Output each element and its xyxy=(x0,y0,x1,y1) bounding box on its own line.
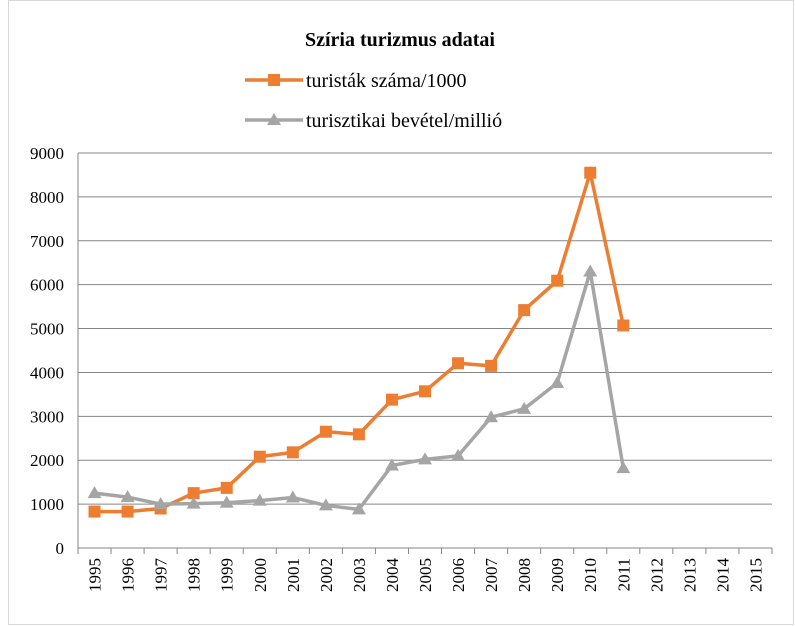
marker xyxy=(351,502,366,515)
x-tick-label: 2015 xyxy=(746,558,765,592)
marker xyxy=(318,498,333,511)
x-tick-label: 2003 xyxy=(350,558,369,592)
x-tick-label: 2002 xyxy=(317,558,336,592)
x-tick-label: 2007 xyxy=(482,558,501,593)
marker xyxy=(352,428,365,441)
marker xyxy=(551,274,564,287)
y-tick-label: 5000 xyxy=(30,320,64,339)
marker xyxy=(419,385,431,398)
x-tick-label: 1998 xyxy=(185,558,204,592)
y-tick-label: 3000 xyxy=(30,407,64,426)
x-tick-label: 2009 xyxy=(548,558,567,592)
marker xyxy=(418,452,432,465)
marker xyxy=(220,481,233,494)
marker xyxy=(186,496,201,509)
marker xyxy=(121,505,134,518)
marker xyxy=(286,446,299,459)
marker xyxy=(384,458,399,471)
marker xyxy=(319,425,332,438)
marker xyxy=(617,319,630,332)
y-tick-label: 7000 xyxy=(30,232,64,251)
x-tick-label: 2014 xyxy=(713,558,732,593)
x-tick-label: 1996 xyxy=(119,558,138,592)
x-tick-label: 2005 xyxy=(416,558,435,592)
marker xyxy=(87,486,102,499)
marker xyxy=(285,490,300,503)
legend-marker xyxy=(268,74,280,86)
y-tick-label: 8000 xyxy=(30,188,64,207)
marker xyxy=(485,359,498,372)
legend-label: turisták száma/1000 xyxy=(306,70,467,92)
marker xyxy=(518,304,531,317)
marker xyxy=(452,357,465,370)
legend-marker xyxy=(267,113,281,125)
y-tick-label: 0 xyxy=(56,539,65,558)
x-tick-label: 2004 xyxy=(383,558,402,593)
y-tick-label: 2000 xyxy=(30,451,64,470)
x-tick-label: 2011 xyxy=(614,558,633,591)
marker xyxy=(385,393,398,406)
x-tick-label: 2012 xyxy=(647,558,666,592)
x-tick-label: 1995 xyxy=(86,558,105,592)
x-tick-label: 2008 xyxy=(515,558,534,592)
x-tick-label: 2001 xyxy=(284,558,303,592)
marker xyxy=(120,490,135,503)
marker xyxy=(517,401,532,414)
marker xyxy=(583,264,598,277)
x-tick-label: 1999 xyxy=(218,558,237,592)
x-tick-label: 2006 xyxy=(449,558,468,592)
y-tick-label: 9000 xyxy=(30,144,64,163)
x-tick-label: 1997 xyxy=(152,558,171,593)
legend-label: turisztikai bevétel/millió xyxy=(306,110,502,132)
x-tick-label: 2013 xyxy=(680,558,699,592)
y-tick-label: 6000 xyxy=(30,276,64,295)
marker xyxy=(253,450,266,463)
x-tick-label: 2000 xyxy=(251,558,270,592)
marker xyxy=(252,493,267,506)
marker xyxy=(616,461,631,474)
y-tick-label: 1000 xyxy=(30,495,64,514)
chart-frame xyxy=(8,0,794,625)
y-tick-label: 4000 xyxy=(30,363,64,382)
marker xyxy=(153,497,168,510)
marker xyxy=(584,166,597,179)
marker xyxy=(550,375,565,388)
marker xyxy=(484,410,499,423)
chart-title: Szíria turizmus adatai xyxy=(305,29,495,51)
x-tick-label: 2010 xyxy=(581,558,600,592)
marker xyxy=(187,487,200,500)
marker xyxy=(219,495,234,508)
marker xyxy=(451,448,466,461)
marker xyxy=(88,505,101,518)
